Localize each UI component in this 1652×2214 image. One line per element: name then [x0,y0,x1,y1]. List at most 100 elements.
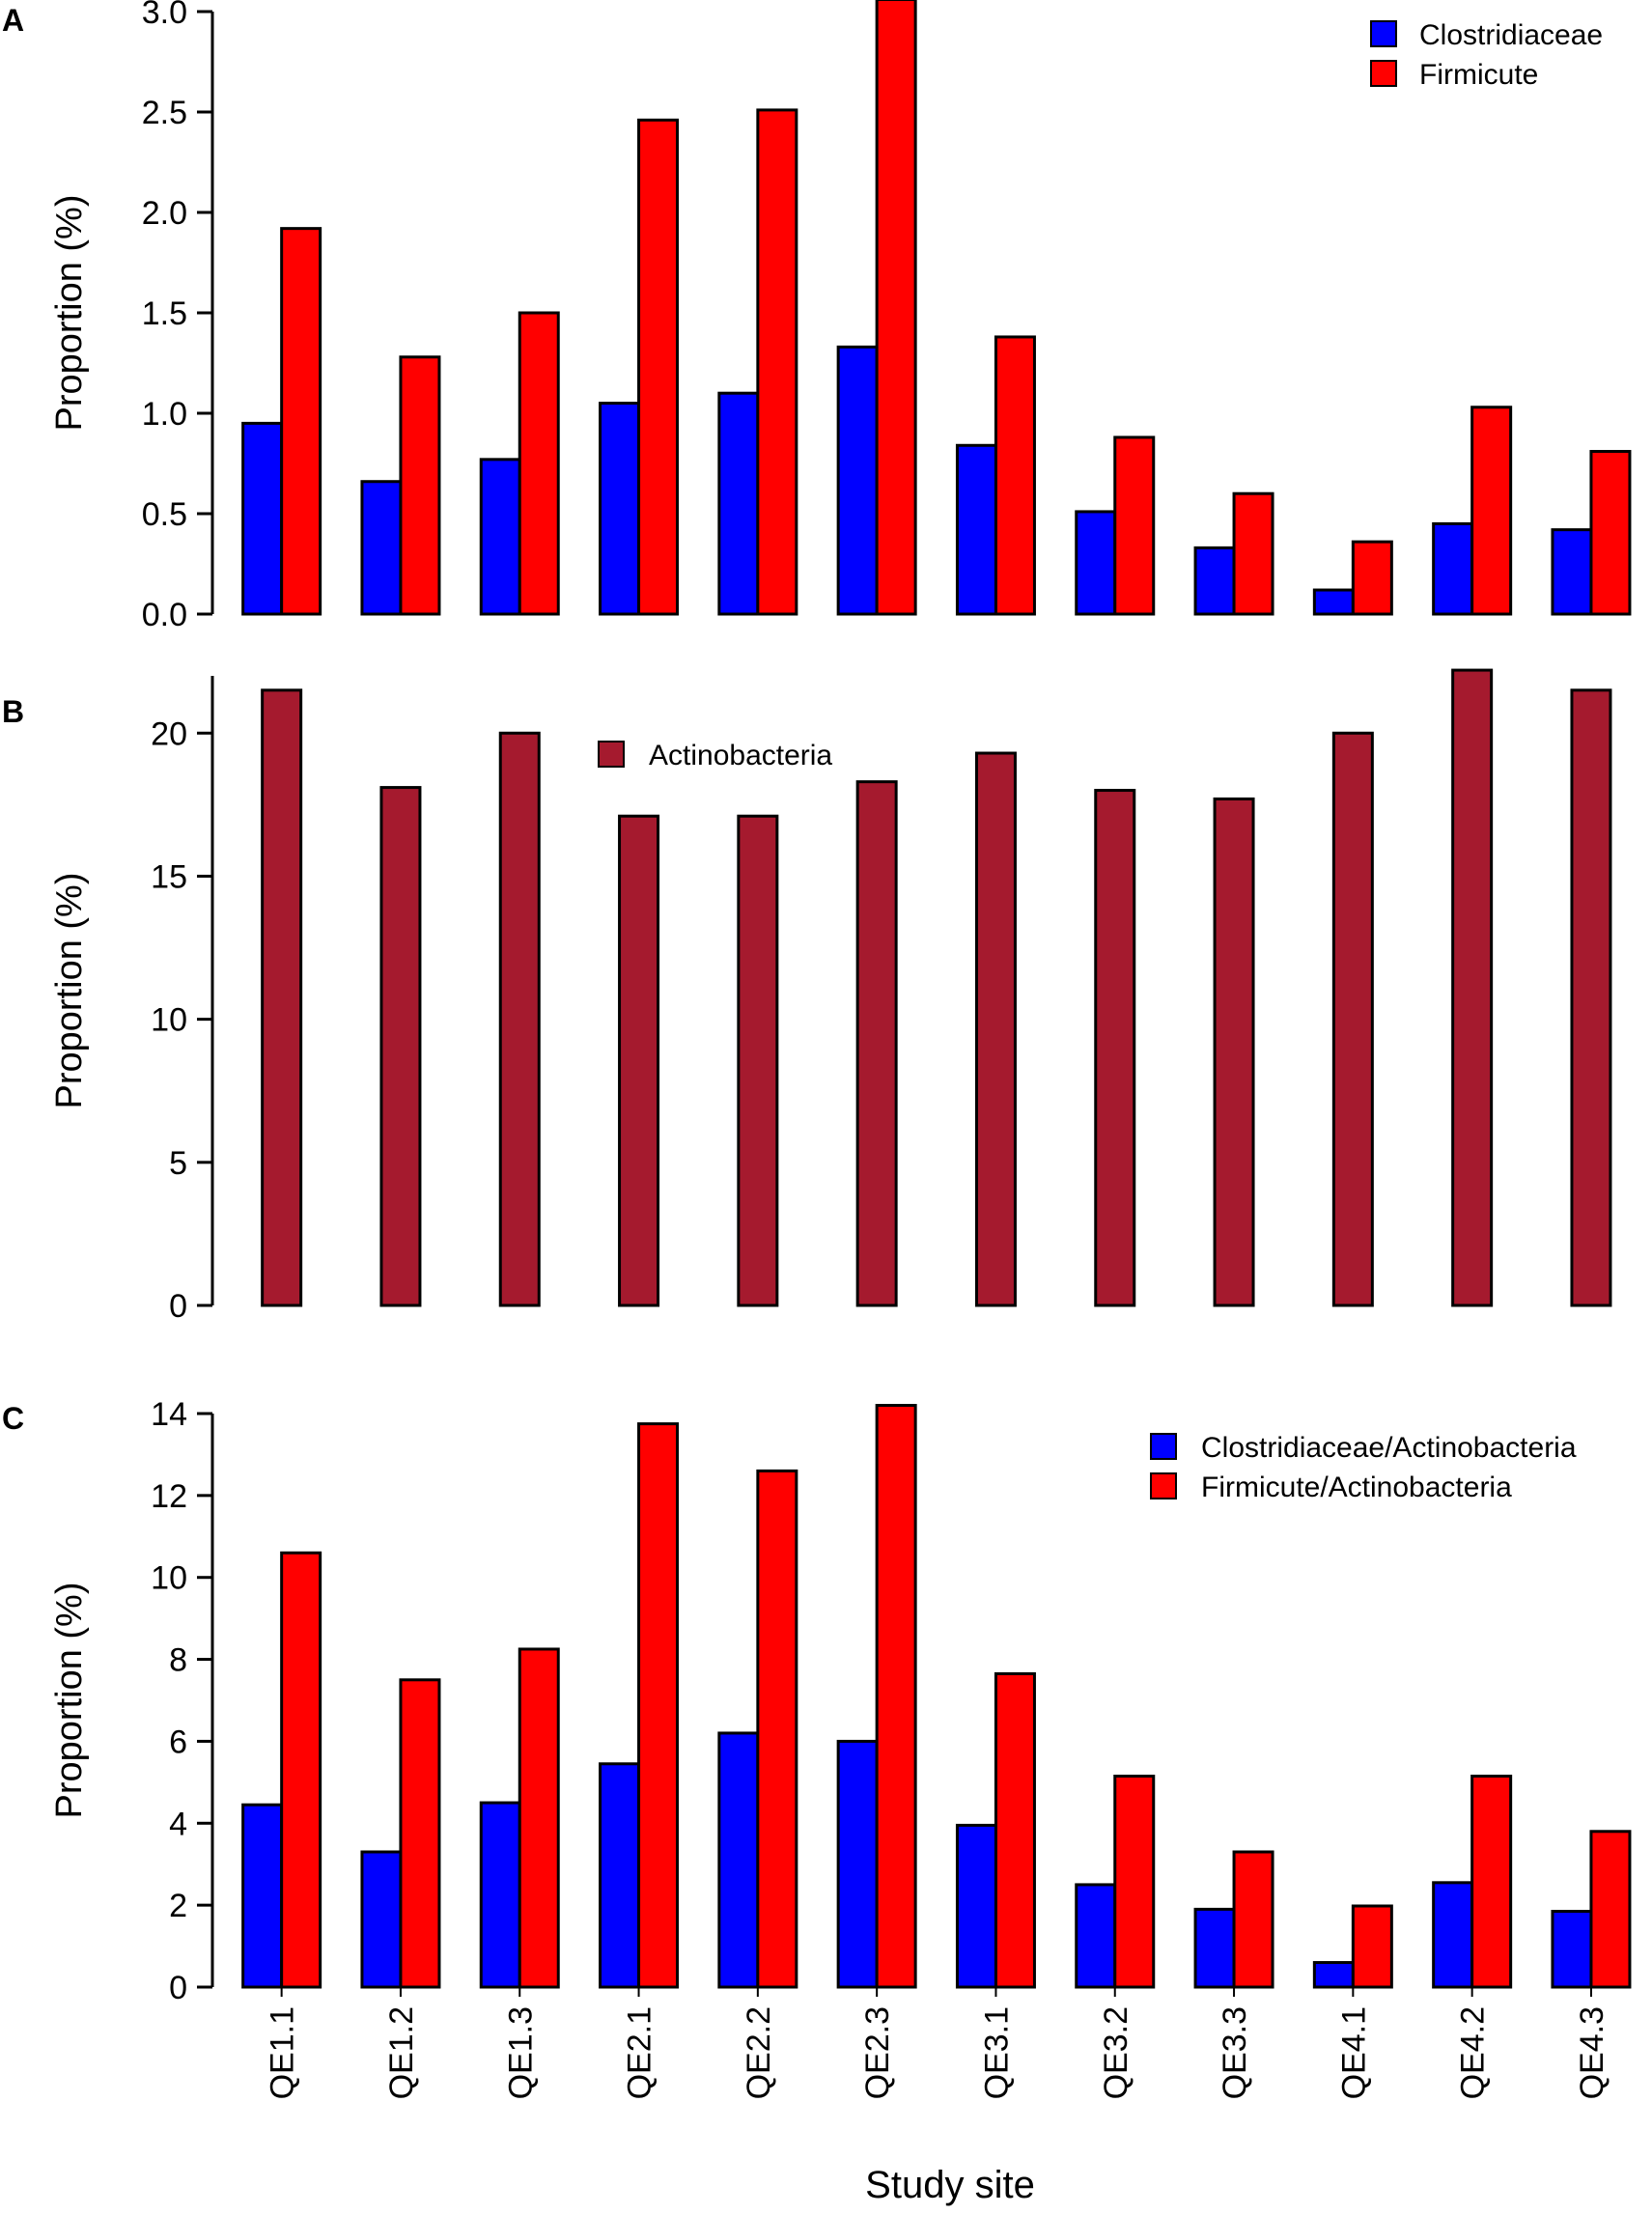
bar-clostridiaceae-QE1-1 [241,1803,284,1989]
bar-clostridiaceae-QE1-1 [241,421,284,616]
bar-firmicute-QE2-1 [637,1422,680,1989]
bar-firmicute-QE4-3 [1589,450,1632,616]
bar-firmicute-QE3-3 [1232,491,1274,616]
panel-letter: B [2,694,24,729]
bar-actinobacteria-QE3-2 [1094,789,1136,1307]
bar-actinobacteria-QE2-2 [737,814,779,1307]
bar-clostridiaceae-QE4-2 [1432,521,1474,616]
bar-firmicute-QE1-1 [280,1551,322,1989]
bar-clostridiaceae-QE3-1 [955,1823,997,1989]
bar-clostridiaceae-QE1-3 [479,1801,521,1989]
bar-actinobacteria-QE1-2 [379,786,422,1307]
legend-label: Clostridiaceae [1419,19,1603,51]
panel-letter: C [2,1401,24,1436]
bar-firmicute-QE2-2 [756,108,798,616]
bar-clostridiaceae-QE4-1 [1312,588,1355,616]
x-tick-label: QE1.1 [265,2006,301,2099]
bar-clostridiaceae-QE3-1 [955,443,997,616]
bar-firmicute-QE4-1 [1351,1904,1393,1989]
x-tick-label: QE1.3 [502,2006,539,2099]
bar-firmicute-QE4-3 [1589,1830,1632,1989]
legend-swatch-firmicute [1370,60,1397,87]
panel-a: A 0.0 0.5 1.0 1.5 2.0 2.5 3.0 Proportion (%) Clos… [2,0,1632,633]
bar-clostridiaceae-QE4-1 [1312,1961,1355,1989]
bar-clostridiaceae-QE2-2 [717,1731,760,1989]
bar-actinobacteria-QE3-1 [974,751,1017,1307]
bar-clostridiaceae-QE3-2 [1075,510,1117,616]
y-tick-label: 8 [169,1642,187,1679]
bar-firmicute-QE1-2 [399,355,441,616]
y-tick-label: 2 [169,1888,187,1924]
y-axis-title: Proportion (%) [49,195,90,432]
bar-firmicute-QE3-2 [1113,1774,1156,1989]
x-tick-label: QE4.2 [1455,2006,1492,2099]
y-tick-label: 20 [151,715,187,752]
bar-clostridiaceae-QE1-3 [479,458,521,616]
y-tick-label: 15 [151,858,187,895]
x-tick-label: QE4.1 [1335,2006,1372,2099]
x-tick-label: QE2.1 [622,2006,658,2099]
y-tick-label: 3.0 [142,0,187,31]
panel-c: C 0 2 4 6 8 10 12 14 Proportion (%) QE1.1 QE1.2 QE1.… [2,1396,1632,2099]
bar-clostridiaceae-QE3-3 [1193,1907,1236,1989]
legend-label: Clostridiaceae/Actinobacteria [1201,1432,1577,1464]
legend-swatch-clostridiaceae [1370,20,1397,47]
bar-clostridiaceae-QE2-1 [599,402,641,616]
bar-clostridiaceae-QE1-2 [360,1850,403,1989]
y-tick-label: 0 [169,1970,187,2006]
y-tick-label: 0.0 [142,597,187,633]
legend-swatch-actinobacteria [598,741,625,768]
y-tick-label: 14 [151,1396,187,1433]
bar-actinobacteria-QE2-3 [855,780,898,1307]
y-axis-title: Proportion (%) [49,873,90,1109]
y-tick-label: 2.5 [142,95,187,131]
panel-b: B 0 5 10 15 20 Proportion (%) Actinobacteria [2,668,1612,1325]
x-tick-label: QE3.2 [1098,2006,1134,2099]
bar-actinobacteria-QE4-3 [1570,688,1612,1307]
bar-firmicute-QE4-2 [1470,406,1513,616]
x-tick-label: QE1.2 [383,2006,420,2099]
bar-firmicute-QE3-3 [1232,1850,1274,1989]
bar-firmicute-QE2-3 [875,1404,917,1989]
bar-firmicute-QE1-3 [518,1647,560,1989]
bar-clostridiaceae-QE2-3 [836,1739,879,1989]
legend-label: Firmicute [1419,59,1538,91]
x-tick-label: QE2.2 [741,2006,777,2099]
y-tick-label: 1.0 [142,396,187,433]
y-tick-label: 0 [169,1288,187,1325]
bar-firmicute-QE2-1 [637,118,680,616]
bar-firmicute-QE3-1 [994,1671,1036,1989]
y-tick-label: 6 [169,1724,187,1760]
bar-clostridiaceae-QE2-2 [717,391,760,616]
x-tick-label: QE3.3 [1217,2006,1253,2099]
legend-swatch-clostridiaceae [1150,1433,1177,1460]
bar-firmicute-QE3-1 [994,335,1036,616]
y-tick-label: 10 [151,1560,187,1597]
bar-firmicute-QE1-3 [518,311,560,616]
y-tick-label: 5 [169,1145,187,1182]
y-tick-label: 1.5 [142,295,187,332]
bar-clostridiaceae-QE4-3 [1551,1910,1593,1989]
bar-clostridiaceae-QE2-3 [836,345,879,616]
legend-label: Firmicute/Actinobacteria [1201,1471,1512,1503]
x-tick-label: QE4.3 [1574,2006,1610,2099]
y-axis-title: Proportion (%) [49,1583,90,1819]
bar-actinobacteria-QE1-1 [261,688,303,1307]
x-axis-title: Study site [865,2164,1035,2206]
x-tick-label: QE2.3 [859,2006,896,2099]
bar-clostridiaceae-QE3-2 [1075,1883,1117,1989]
panel-letter: A [2,3,24,38]
bar-firmicute-QE4-2 [1470,1774,1513,1989]
bar-firmicute-QE3-2 [1113,435,1156,616]
bar-firmicute-QE2-3 [875,0,917,616]
y-tick-label: 0.5 [142,496,187,533]
bar-clostridiaceae-QE2-1 [599,1762,641,1989]
bar-actinobacteria-QE3-3 [1213,797,1255,1307]
x-tick-label: QE3.1 [978,2006,1015,2099]
legend-swatch-firmicute [1150,1472,1177,1499]
y-tick-label: 2.0 [142,195,187,232]
bar-actinobacteria-QE4-2 [1451,668,1494,1307]
bar-clostridiaceae-QE4-2 [1432,1881,1474,1989]
bar-firmicute-QE1-2 [399,1678,441,1989]
